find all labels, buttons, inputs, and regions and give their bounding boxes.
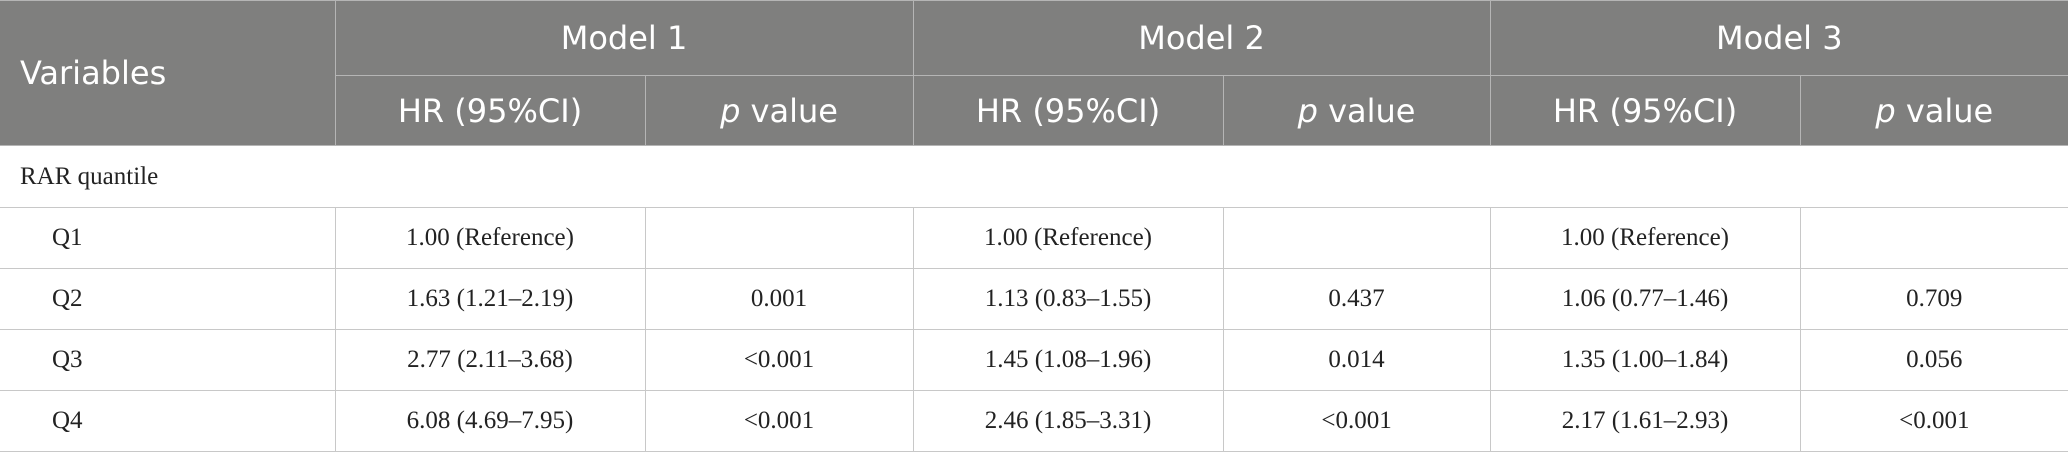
data-cell: 1.45 (1.08–1.96): [912, 329, 1224, 391]
table-body: RAR quantile Q1 1.00 (Reference) 1.00 (Refe…: [0, 145, 2068, 452]
data-cell: 2.17 (1.61–2.93): [1489, 390, 1801, 452]
row-label: Q3: [0, 329, 336, 391]
header-cell: Variables: [0, 0, 336, 146]
subheader-cell: HR (95%CI): [1489, 75, 1801, 146]
subheader-cell: p value: [1799, 75, 2068, 146]
row-label: Q1: [0, 207, 336, 269]
data-cell: 0.709: [1799, 268, 2068, 330]
subheader-cell: HR (95%CI): [335, 75, 646, 146]
data-cell: 1.35 (1.00–1.84): [1489, 329, 1801, 391]
data-cell: 2.46 (1.85–3.31): [912, 390, 1224, 452]
subheader-text: value: [750, 91, 838, 130]
subheader-cell: p value: [1222, 75, 1491, 146]
model-header: Model 1: [334, 0, 914, 76]
data-cell: 1.63 (1.21–2.19): [334, 268, 646, 330]
data-row: Q2 1.63 (1.21–2.19) 0.001 1.13 (0.83–1.55) 0…: [0, 268, 2068, 330]
header-row: Variables Model 1 Model 2 Model 3: [0, 0, 2068, 146]
model-header: Model 3: [1489, 0, 2068, 76]
section-row: RAR quantile: [0, 145, 2068, 208]
italic-symbol: p: [1297, 91, 1318, 130]
model-header: Model 2: [912, 0, 1491, 76]
data-cell: 1.00 (Reference): [1489, 207, 1801, 269]
data-cell: [1799, 207, 2068, 269]
data-cell: <0.001: [1222, 390, 1491, 452]
subheader-cell: p value: [644, 75, 914, 146]
subheader-text: value: [1328, 91, 1416, 130]
data-cell: 0.437: [1222, 268, 1491, 330]
italic-symbol: p: [1875, 91, 1896, 130]
data-cell: 0.001: [644, 268, 914, 330]
row-label: Q4: [0, 390, 336, 452]
data-row: Q4 6.08 (4.69–7.95) <0.001 2.46 (1.85–3.31)…: [0, 390, 2068, 452]
subheader-cell: HR (95%CI): [912, 75, 1224, 146]
data-cell: [644, 207, 914, 269]
subheader-text: value: [1905, 91, 1994, 130]
data-cell: [1222, 207, 1491, 269]
italic-symbol: p: [720, 91, 741, 130]
data-cell: <0.001: [644, 329, 914, 391]
results-table: Variables Model 1 Model 2 Model 3 HR (95%CI)…: [0, 0, 2068, 452]
data-cell: 2.77 (2.11–3.68): [334, 329, 646, 391]
data-cell: 1.06 (0.77–1.46): [1489, 268, 1801, 330]
data-cell: 1.00 (Reference): [334, 207, 646, 269]
data-cell: 6.08 (4.69–7.95): [334, 390, 646, 452]
row-label: Q2: [0, 268, 336, 330]
data-cell: <0.001: [644, 390, 914, 452]
table-header: Variables Model 1 Model 2 Model 3 HR (95%CI)…: [0, 0, 2068, 146]
subheader-row: HR (95%CI) p value HR (95%CI) p value HR (95…: [0, 75, 2068, 146]
data-cell: <0.001: [1799, 390, 2068, 452]
data-cell: 0.056: [1799, 329, 2068, 391]
data-cell: 0.014: [1222, 329, 1491, 391]
data-row: Q1 1.00 (Reference) 1.00 (Reference) 1.00 (…: [0, 207, 2068, 269]
data-cell: 1.00 (Reference): [912, 207, 1224, 269]
data-row: Q3 2.77 (2.11–3.68) <0.001 1.45 (1.08–1.96)…: [0, 329, 2068, 391]
section-cell: RAR quantile: [0, 145, 2068, 208]
data-cell: 1.13 (0.83–1.55): [912, 268, 1224, 330]
